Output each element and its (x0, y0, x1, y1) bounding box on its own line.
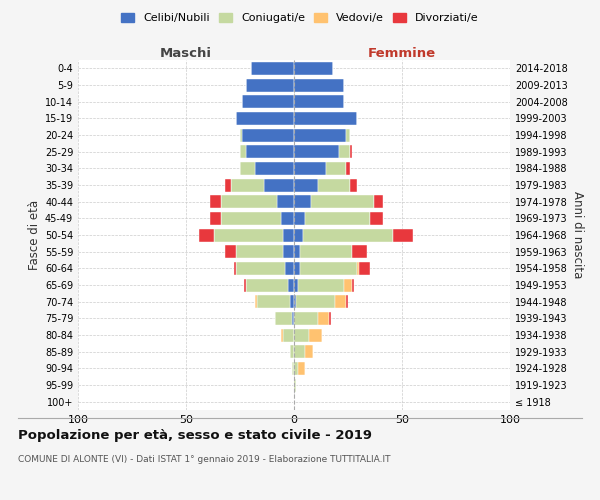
Text: COMUNE DI ALONTE (VI) - Dati ISTAT 1° gennaio 2019 - Elaborazione TUTTITALIA.IT: COMUNE DI ALONTE (VI) - Dati ISTAT 1° ge… (18, 455, 391, 464)
Bar (352, 278, 355, 291)
Bar (350, 145, 352, 158)
Bar (283, 328, 294, 342)
Bar (294, 228, 302, 241)
Bar (294, 245, 301, 258)
Bar (277, 195, 294, 208)
Bar (301, 245, 352, 258)
Bar (210, 195, 221, 208)
Bar (236, 112, 294, 125)
Bar (318, 178, 350, 192)
Bar (292, 362, 294, 375)
Bar (305, 345, 313, 358)
Bar (199, 228, 214, 241)
Bar (225, 245, 236, 258)
Bar (294, 295, 296, 308)
Bar (240, 128, 242, 141)
Bar (292, 312, 294, 325)
Legend: Celibi/Nubili, Coniugati/e, Vedovi/e, Divorziati/e: Celibi/Nubili, Coniugati/e, Vedovi/e, Di… (117, 8, 483, 28)
Bar (221, 212, 281, 225)
Bar (255, 295, 257, 308)
Bar (294, 178, 318, 192)
Bar (294, 212, 305, 225)
Bar (394, 228, 413, 241)
Text: Popolazione per età, sesso e stato civile - 2019: Popolazione per età, sesso e stato civil… (18, 430, 372, 442)
Bar (236, 262, 286, 275)
Text: Femmine: Femmine (368, 47, 436, 60)
Bar (247, 145, 294, 158)
Bar (275, 312, 292, 325)
Y-axis label: Fasce di età: Fasce di età (28, 200, 41, 270)
Y-axis label: Anni di nascita: Anni di nascita (571, 192, 584, 278)
Bar (294, 345, 305, 358)
Bar (290, 295, 294, 308)
Bar (281, 328, 283, 342)
Bar (232, 178, 264, 192)
Bar (247, 278, 287, 291)
Bar (242, 95, 294, 108)
Bar (311, 195, 374, 208)
Bar (283, 245, 294, 258)
Bar (294, 95, 344, 108)
Bar (352, 245, 367, 258)
Bar (335, 295, 346, 308)
Bar (346, 295, 348, 308)
Bar (326, 162, 346, 175)
Bar (287, 278, 294, 291)
Bar (210, 212, 221, 225)
Bar (294, 195, 311, 208)
Bar (257, 295, 290, 308)
Bar (247, 78, 294, 92)
Bar (350, 178, 356, 192)
Bar (344, 278, 352, 291)
Bar (374, 195, 383, 208)
Bar (221, 195, 277, 208)
Bar (309, 328, 322, 342)
Bar (298, 278, 344, 291)
Bar (318, 312, 329, 325)
Bar (233, 262, 236, 275)
Bar (302, 228, 394, 241)
Bar (294, 278, 298, 291)
Bar (286, 262, 294, 275)
Bar (290, 345, 294, 358)
Bar (305, 212, 370, 225)
Bar (329, 312, 331, 325)
Bar (346, 162, 350, 175)
Text: Maschi: Maschi (160, 47, 212, 60)
Bar (251, 62, 294, 75)
Bar (255, 162, 294, 175)
Bar (236, 245, 283, 258)
Bar (240, 145, 247, 158)
Bar (294, 362, 298, 375)
Bar (244, 278, 247, 291)
Bar (294, 378, 296, 392)
Bar (294, 112, 356, 125)
Bar (294, 78, 344, 92)
Bar (340, 145, 350, 158)
Bar (294, 328, 309, 342)
Bar (301, 262, 356, 275)
Bar (294, 128, 346, 141)
Bar (283, 228, 294, 241)
Bar (225, 178, 232, 192)
Bar (294, 162, 326, 175)
Bar (294, 312, 318, 325)
Bar (240, 162, 255, 175)
Bar (294, 145, 340, 158)
Bar (356, 262, 359, 275)
Bar (214, 228, 283, 241)
Bar (294, 262, 301, 275)
Bar (298, 362, 305, 375)
Bar (281, 212, 294, 225)
Bar (294, 62, 333, 75)
Bar (346, 128, 350, 141)
Bar (242, 128, 294, 141)
Bar (370, 212, 383, 225)
Bar (359, 262, 370, 275)
Bar (296, 295, 335, 308)
Bar (264, 178, 294, 192)
